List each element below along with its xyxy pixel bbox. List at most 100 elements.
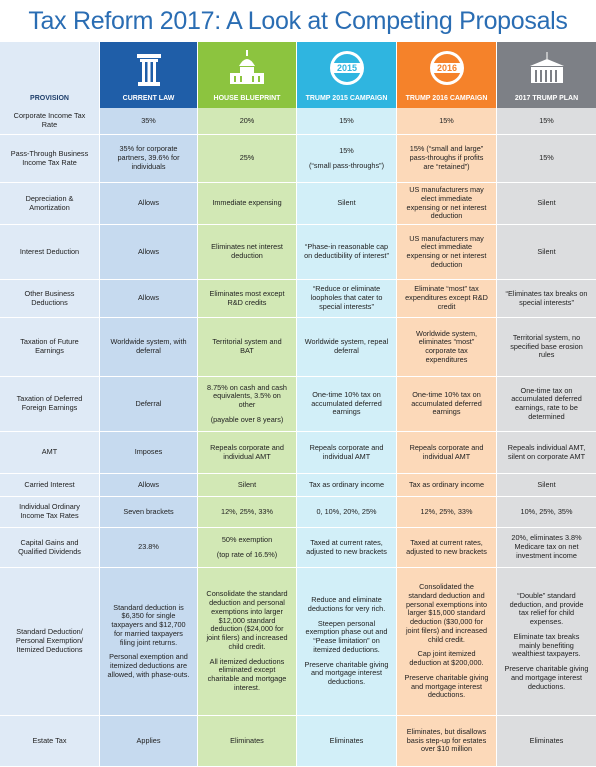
cell-paragraph: “Double” standard deduction, and provide… [509, 590, 584, 626]
cell-paragraph: (payable over 8 years) [210, 414, 284, 424]
table-cell: 12%, 25%, 33% [198, 497, 297, 528]
table-cell: One-time tax on accumulated deferred ear… [497, 377, 596, 432]
table-cell: Silent [497, 225, 596, 280]
table-cell: 15% (“small and large” pass-throughs if … [397, 135, 497, 183]
table-cell: Repeals individual AMT, silent on corpor… [497, 432, 596, 474]
table-cell: 50% exemption (top rate of 16.5%) [198, 528, 297, 568]
table-cell: Eliminate “most” tax expenditures except… [397, 280, 497, 318]
table-cell: 15% [297, 108, 397, 135]
cell-paragraph: Personal exemption and itemized deductio… [107, 652, 190, 679]
header-label: TRUMP 2016 CAMPAIGN [405, 95, 488, 102]
header-cell: 2016 TRUMP 2016 CAMPAIGN [397, 42, 497, 108]
header-label: 2017 TRUMP PLAN [514, 95, 579, 102]
header-cell: 2015 TRUMP 2015 CAMPAIGN [297, 42, 397, 108]
table-cell: Worldwide system, repeal deferral [297, 318, 397, 377]
table-cell: Allows [100, 280, 198, 318]
table-cell: Silent [297, 183, 397, 225]
table-cell: Repeals corporate and individual AMT [397, 432, 497, 474]
table-cell: Eliminates [198, 716, 297, 767]
provision-cell: Depreciation & Amortization [0, 183, 100, 225]
provision-cell: Individual Ordinary Income Tax Rates [0, 497, 100, 528]
table-cell: One-time 10% tax on accumulated deferred… [397, 377, 497, 432]
table-cell: Worldwide system, with deferral [100, 318, 198, 377]
table-cell: Territorial system and BAT [198, 318, 297, 377]
cell-paragraph: 15% [339, 145, 354, 155]
provision-cell: Capital Gains and Qualified Dividends [0, 528, 100, 568]
table-cell: 20%, eliminates 3.8% Medicare tax on net… [497, 528, 596, 568]
table-cell: “Double” standard deduction, and provide… [497, 568, 596, 716]
table-cell: 15% (“small pass-throughs”) [297, 135, 397, 183]
provision-cell: Carried Interest [0, 474, 100, 497]
table-cell: Immediate expensing [198, 183, 297, 225]
table-cell: Territorial system, no specified base er… [497, 318, 596, 377]
table-cell: Silent [497, 474, 596, 497]
table-cell: 15% [397, 108, 497, 135]
cell-paragraph: Consolidated the standard deduction and … [405, 582, 488, 644]
badge-text: 2016 [436, 63, 456, 73]
header-cell: CURRENT LAW [100, 42, 198, 108]
table-cell: Applies [100, 716, 198, 767]
table-cell: Eliminates, but disallows basis step-up … [397, 716, 497, 767]
table-cell: 8.75% on cash and cash equivalents, 3.5%… [198, 377, 297, 432]
cell-paragraph: Reduce and eliminate deductions for very… [307, 595, 386, 613]
table-cell: Eliminates net interest deduction [198, 225, 297, 280]
table-cell: Tax as ordinary income [397, 474, 497, 497]
badge-icon: 2015 [329, 51, 364, 85]
header-label: HOUSE BLUEPRINT [213, 95, 281, 102]
cell-paragraph: Preserve charitable giving and mortgage … [304, 659, 389, 687]
header-cell: 2017 TRUMP PLAN [497, 42, 596, 108]
table-cell: “Reduce or eliminate loopholes that cate… [297, 280, 397, 318]
provision-cell: Taxation of Deferred Foreign Earnings [0, 377, 100, 432]
table-cell: Worldwide system, eliminates “most” corp… [397, 318, 497, 377]
table-cell: Silent [497, 183, 596, 225]
table-cell: 15% [497, 108, 596, 135]
table-cell: 23.8% [100, 528, 198, 568]
provision-cell: Taxation of Future Earnings [0, 318, 100, 377]
table-cell: Taxed at current rates, adjusted to new … [397, 528, 497, 568]
table-cell: 35% for corporate partners, 39.6% for in… [100, 135, 198, 183]
table-cell: Seven brackets [100, 497, 198, 528]
table-cell: Eliminates [497, 716, 596, 767]
cell-paragraph: Standard deduction is $6,350 for single … [111, 602, 186, 647]
table-cell: Silent [198, 474, 297, 497]
table-cell: Eliminates most except R&D credits [198, 280, 297, 318]
provision-cell: AMT [0, 432, 100, 474]
cell-paragraph: 8.75% on cash and cash equivalents, 3.5%… [207, 382, 287, 409]
cell-paragraph: Eliminate tax breaks mainly benefiting w… [512, 631, 581, 659]
table-cell: Reduce and eliminate deductions for very… [297, 568, 397, 716]
cell-paragraph: All itemized deductions eliminated excep… [207, 656, 287, 692]
table-cell: Repeals corporate and individual AMT [198, 432, 297, 474]
cell-paragraph: Preserve charitable giving and mortgage … [404, 672, 489, 700]
table-cell: Tax as ordinary income [297, 474, 397, 497]
cell-paragraph: (top rate of 16.5%) [216, 549, 278, 559]
table-cell: Repeals corporate and individual AMT [297, 432, 397, 474]
cell-paragraph: Preserve charitable giving and mortgage … [504, 664, 589, 691]
header-label: TRUMP 2015 CAMPAIGN [305, 95, 388, 102]
table-cell: Allows [100, 225, 198, 280]
table-cell: Imposes [100, 432, 198, 474]
table-cell: Deferral [100, 377, 198, 432]
table-cell: 15% [497, 135, 596, 183]
table-cell: “Eliminates tax breaks on special intere… [497, 280, 596, 318]
capitol-icon [230, 50, 264, 84]
badge-icon: 2016 [429, 51, 464, 85]
cell-paragraph: 50% exemption [221, 534, 273, 544]
pillar-icon [136, 54, 161, 86]
table-cell: Standard deduction is $6,350 for single … [100, 568, 198, 716]
provision-cell: Estate Tax [0, 716, 100, 767]
table-cell: 10%, 25%, 35% [497, 497, 596, 528]
cell-paragraph: Steepen personal exemption phase out and… [305, 618, 388, 654]
table-cell: One-time 10% tax on accumulated deferred… [297, 377, 397, 432]
cell-paragraph: Consolidate the standard deduction and p… [206, 589, 288, 651]
table-cell: Taxed at current rates, adjusted to new … [297, 528, 397, 568]
table-cell: Allows [100, 474, 198, 497]
badge-text: 2015 [336, 63, 356, 73]
cell-paragraph: (“small pass-throughs”) [308, 160, 384, 170]
table-cell: US manufacturers may elect immediate exp… [397, 183, 497, 225]
table-cell: 0, 10%, 20%, 25% [297, 497, 397, 528]
header-label: PROVISION [30, 95, 69, 102]
table-body: Corporate Income Tax Rate 35% 20% 15% 15% 15%… [0, 108, 596, 767]
table-cell: Allows [100, 183, 198, 225]
title: Tax Reform 2017: A Look at Competing Pro… [28, 7, 568, 35]
